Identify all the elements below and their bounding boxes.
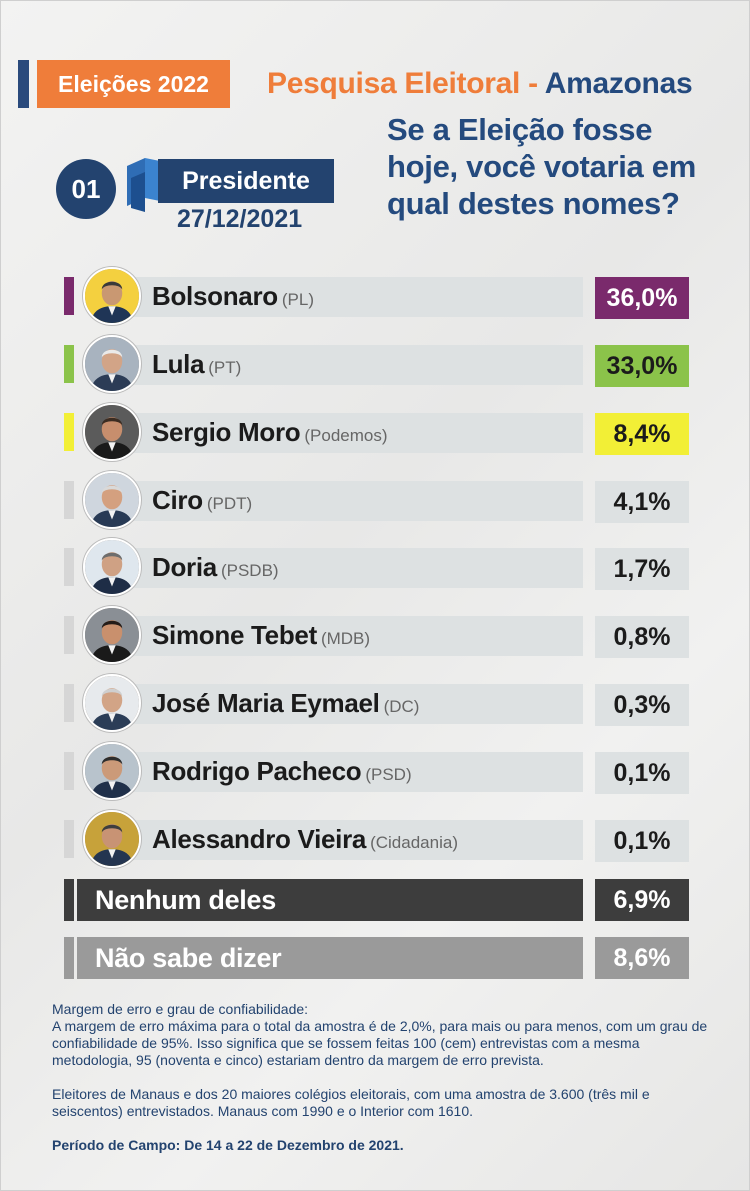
candidate-row: Sergio Moro (Podemos) 8,4% (1, 403, 750, 461)
name-text: Alessandro Vieira (152, 824, 367, 854)
name-text: Sergio Moro (152, 417, 301, 447)
tag-accent-bar (18, 60, 29, 108)
margin-text: A margem de erro máxima para o total da … (52, 1018, 708, 1068)
methodology-notes: Margem de erro e grau de confiabilidade:… (52, 1001, 712, 1171)
survey-question: Se a Eleição fosse hoje, você votaria em… (387, 112, 696, 221)
name-bar (91, 752, 583, 792)
candidate-row: Doria (PSDB) 1,7% (1, 538, 750, 596)
name-text: Não sabe dizer (95, 943, 282, 973)
candidate-row: Bolsonaro (PL) 36,0% (1, 267, 750, 325)
candidate-photo (83, 335, 141, 393)
row-color-marker (64, 616, 74, 654)
name-text: Lula (152, 349, 205, 379)
office-label: Presidente (158, 159, 334, 203)
row-color-marker (64, 937, 74, 979)
vote-percentage: 0,1% (595, 752, 689, 794)
party-label: (DC) (383, 697, 420, 716)
party-label: (Podemos) (304, 426, 388, 445)
row-color-marker (64, 684, 74, 722)
candidate-name: José Maria Eymael (DC) (152, 688, 419, 719)
party-label: (PDT) (206, 494, 253, 513)
party-label: (Cidadania) (370, 833, 458, 852)
name-text: Nenhum deles (95, 885, 276, 915)
vote-percentage: 0,3% (595, 684, 689, 726)
title-main: Pesquisa Eleitoral - (267, 67, 545, 100)
row-color-marker (64, 548, 74, 586)
party-label: (MDB) (320, 629, 371, 648)
candidate-row: Ciro (PDT) 4,1% (1, 471, 750, 529)
vote-percentage: 33,0% (595, 345, 689, 387)
title-state: Amazonas (544, 67, 693, 100)
name-bar (91, 820, 583, 860)
row-color-marker (64, 820, 74, 858)
candidate-photo (83, 674, 141, 732)
result-row-none: Nenhum deles 6,9% (1, 879, 750, 925)
party-label: (PL) (281, 290, 314, 309)
row-color-marker (64, 345, 74, 383)
survey-date: 27/12/2021 (177, 205, 303, 233)
candidate-photo (83, 267, 141, 325)
party-label: (PT) (208, 358, 242, 377)
candidate-name: Simone Tebet (MDB) (152, 620, 370, 651)
name-bar (91, 616, 583, 656)
candidate-name: Lula (PT) (152, 349, 241, 380)
row-color-marker (64, 413, 74, 451)
vote-percentage: 4,1% (595, 481, 689, 523)
name-bar (91, 684, 583, 724)
vote-percentage: 0,8% (595, 616, 689, 658)
candidate-row: Alessandro Vieira (Cidadania) 0,1% (1, 810, 750, 868)
name-text: Bolsonaro (152, 281, 278, 311)
vote-percentage: 8,4% (595, 413, 689, 455)
row-color-marker (64, 879, 74, 921)
name-bar (91, 481, 583, 521)
candidate-name: Rodrigo Pacheco (PSD) (152, 756, 412, 787)
name-bar (91, 548, 583, 588)
candidate-name: Não sabe dizer (95, 943, 282, 974)
candidate-row: José Maria Eymael (DC) 0,3% (1, 674, 750, 732)
election-tag: Eleições 2022 (37, 60, 230, 108)
vote-percentage: 0,1% (595, 820, 689, 862)
candidate-photo (83, 471, 141, 529)
candidate-photo (83, 742, 141, 800)
candidate-photo (83, 810, 141, 868)
field-period: Período de Campo: De 14 a 22 de Dezembro… (52, 1137, 404, 1153)
candidate-name: Bolsonaro (PL) (152, 281, 314, 312)
name-bar (91, 277, 583, 317)
name-text: Doria (152, 552, 217, 582)
row-color-marker (64, 752, 74, 790)
row-color-marker (64, 481, 74, 519)
candidate-row: Lula (PT) 33,0% (1, 335, 750, 393)
candidate-photo (83, 606, 141, 664)
sample-text: Eleitores de Manaus e dos 20 maiores col… (52, 1086, 650, 1119)
notes-heading: Margem de erro e grau de confiabilidade: (52, 1001, 309, 1017)
name-bar (77, 879, 583, 921)
question-number: 01 (56, 159, 116, 219)
party-label: (PSDB) (220, 561, 279, 580)
name-bar (91, 413, 583, 453)
candidate-photo (83, 538, 141, 596)
party-label: (PSD) (365, 765, 412, 784)
vote-percentage: 36,0% (595, 277, 689, 319)
vote-percentage: 8,6% (595, 937, 689, 979)
candidate-name: Ciro (PDT) (152, 485, 252, 516)
vote-percentage: 1,7% (595, 548, 689, 590)
name-text: Ciro (152, 485, 203, 515)
name-bar (91, 345, 583, 385)
page-title: Pesquisa Eleitoral - Amazonas (267, 67, 693, 101)
candidate-row: Rodrigo Pacheco (PSD) 0,1% (1, 742, 750, 800)
vote-percentage: 6,9% (595, 879, 689, 921)
candidate-row: Simone Tebet (MDB) 0,8% (1, 606, 750, 664)
candidate-name: Nenhum deles (95, 885, 276, 916)
candidate-photo (83, 403, 141, 461)
candidate-name: Alessandro Vieira (Cidadania) (152, 824, 458, 855)
candidate-name: Sergio Moro (Podemos) (152, 417, 388, 448)
name-text: Rodrigo Pacheco (152, 756, 362, 786)
name-text: Simone Tebet (152, 620, 317, 650)
row-color-marker (64, 277, 74, 315)
name-text: José Maria Eymael (152, 688, 380, 718)
result-row-unsure: Não sabe dizer 8,6% (1, 937, 750, 983)
name-bar (77, 937, 583, 979)
candidate-name: Doria (PSDB) (152, 552, 279, 583)
